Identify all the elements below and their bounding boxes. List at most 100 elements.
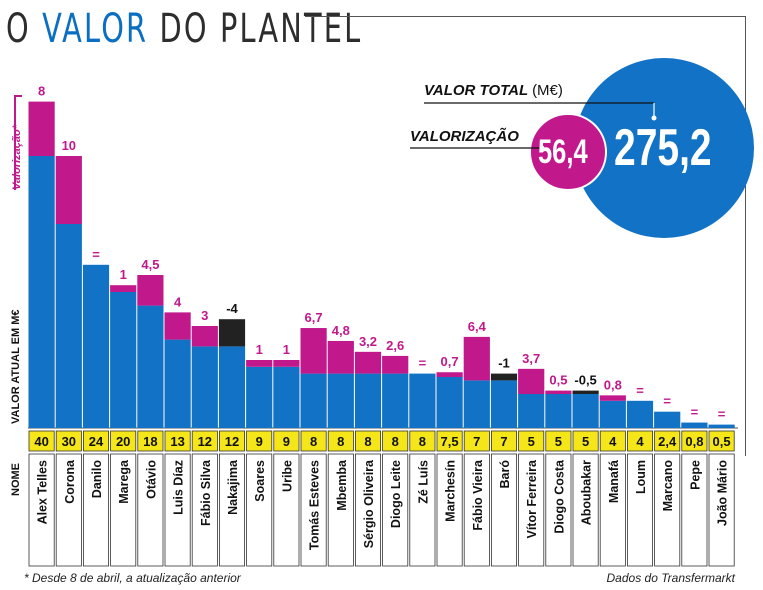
current-value-label: 8: [364, 434, 371, 449]
player-name-label: Vítor Ferreira: [525, 459, 539, 539]
player-name-label: Diogo Costa: [552, 459, 566, 534]
current-value-label: 9: [256, 434, 263, 449]
change-label: 0,7: [441, 354, 459, 369]
bar-current-value: [273, 367, 299, 428]
bar-current-value: [29, 156, 55, 428]
bar-current-value: [301, 374, 327, 428]
change-label: 10: [62, 138, 76, 153]
change-label: 3: [201, 308, 208, 323]
player-name-label: Fábio Vieira: [471, 459, 485, 531]
valorizacao-label: VALORIZAÇÃO: [410, 128, 519, 145]
bar-valorizacao: [273, 360, 299, 367]
bar-valorizacao: [110, 285, 136, 292]
player-name-label: Aboubakar: [580, 460, 594, 525]
bar-current-value: [681, 423, 707, 428]
player-name-label: João Mário: [716, 460, 730, 526]
current-value-label: 4: [609, 434, 617, 449]
player-name-label: Manafá: [607, 460, 621, 503]
player-name-label: Marchesín: [444, 460, 458, 522]
current-value-label: 7: [473, 434, 480, 449]
bar-valorizacao: [355, 352, 381, 374]
footnote: * Desde 8 de abril, a atualização anteri…: [24, 571, 241, 585]
change-label: 3,7: [522, 351, 540, 366]
bar-valorizacao: [137, 275, 163, 306]
player-name-label: Otávio: [144, 460, 158, 499]
bar-valorizacao: [600, 395, 626, 400]
bar-current-value: [83, 265, 109, 428]
change-label: =: [663, 394, 671, 409]
player-name-label: Uribe: [280, 460, 294, 492]
change-label: =: [419, 356, 427, 371]
player-name-label: Corona: [63, 459, 77, 504]
current-value-label: 5: [528, 434, 535, 449]
change-label: =: [92, 247, 100, 262]
bar-current-value: [246, 367, 272, 428]
current-value-label: 2,4: [658, 434, 677, 449]
current-value-label: 8: [337, 434, 344, 449]
bar-current-value: [600, 401, 626, 428]
change-label: 1: [120, 267, 127, 282]
current-value-label: 7,5: [441, 434, 459, 449]
player-name-label: Pepe: [688, 460, 702, 490]
total-value: 275,2: [614, 118, 712, 178]
change-label: 4,8: [332, 323, 350, 338]
bar-desvalorizacao: [491, 374, 517, 381]
player-name-label: Baró: [498, 460, 512, 489]
change-label: 1: [283, 342, 290, 357]
bar-current-value: [355, 374, 381, 428]
bar-valorizacao: [29, 102, 55, 156]
change-label: 6,7: [305, 310, 323, 325]
current-value-label: 20: [116, 434, 130, 449]
bar-current-value: [110, 292, 136, 428]
current-value-label: 4: [636, 434, 644, 449]
bar-valorizacao: [518, 369, 544, 394]
bar-current-value: [464, 380, 490, 428]
current-value-label: 30: [62, 434, 76, 449]
bar-current-value: [518, 394, 544, 428]
change-label: 2,6: [386, 338, 404, 353]
player-name-label: Danilo: [90, 460, 104, 499]
current-value-label: 13: [170, 434, 184, 449]
change-label: -1: [498, 356, 510, 371]
player-name-label: Soares: [253, 460, 267, 502]
current-value-label: 0,5: [713, 434, 731, 449]
bar-valorizacao: [545, 391, 571, 394]
change-label: 0,8: [604, 377, 622, 392]
current-value-label: 40: [34, 434, 48, 449]
player-name-label: Fábio Silva: [199, 459, 213, 526]
bar-current-value: [165, 340, 191, 428]
current-value-label: 7: [500, 434, 507, 449]
change-label: 8: [38, 84, 45, 99]
axis-label-valor: VALOR ATUAL EM M€: [10, 310, 22, 424]
current-value-label: 5: [582, 434, 589, 449]
bar-valorizacao: [56, 156, 82, 224]
player-name-label: Nakajima: [226, 459, 240, 515]
player-name-label: Tomás Esteves: [308, 460, 322, 550]
bar-current-value: [137, 306, 163, 428]
bar-valorizacao: [464, 337, 490, 381]
total-label: VALOR TOTAL: [424, 82, 528, 99]
row-label-nome: NOME: [10, 463, 22, 496]
bar-current-value: [382, 374, 408, 428]
valorizacao-value: 56,4: [538, 132, 588, 172]
legend-valorizacao: Valorização*: [11, 124, 23, 190]
change-label: -4: [226, 301, 238, 316]
bar-current-value: [627, 401, 653, 428]
total-unit: (M€): [532, 82, 563, 99]
current-value-label: 0,8: [685, 434, 703, 449]
current-value-label: 24: [89, 434, 104, 449]
current-value-label: 8: [310, 434, 317, 449]
change-label: -0,5: [574, 373, 596, 388]
current-value-label: 9: [283, 434, 290, 449]
current-value-label: 8: [392, 434, 399, 449]
bar-valorizacao: [301, 328, 327, 374]
bar-current-value: [219, 346, 245, 428]
bar-chart: Valorização* VALOR ATUAL EM M€ NOME 8 40 A…: [0, 0, 763, 590]
bar-valorizacao: [382, 356, 408, 374]
bar-current-value: [192, 346, 218, 428]
bar-current-value: [437, 377, 463, 428]
bar-valorizacao: [328, 341, 354, 374]
player-name-label: Sérgio Oliveira: [362, 459, 376, 548]
bar-valorizacao: [246, 360, 272, 367]
bar-current-value: [573, 394, 599, 428]
